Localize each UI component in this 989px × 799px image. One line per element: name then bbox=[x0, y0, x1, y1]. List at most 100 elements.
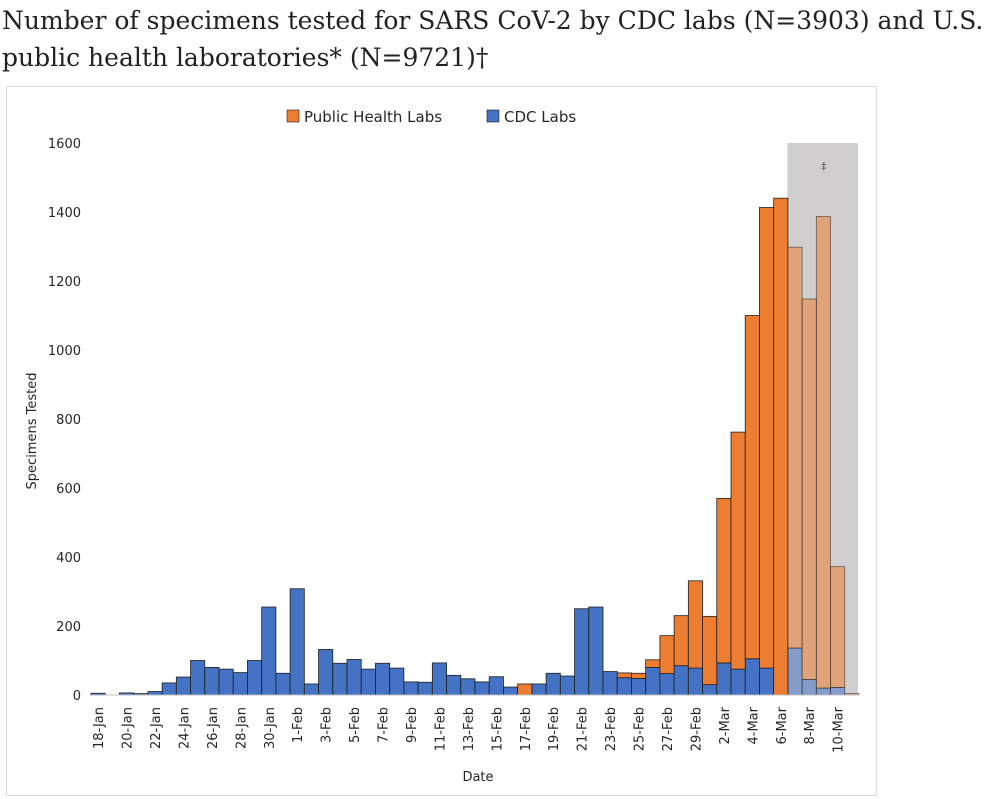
x-tick-label: 23-Feb bbox=[604, 707, 619, 751]
bar bbox=[744, 658, 760, 696]
bar bbox=[687, 667, 703, 696]
bar bbox=[247, 660, 263, 696]
bar bbox=[574, 608, 590, 696]
x-tick-label: 8-Mar bbox=[803, 706, 818, 744]
bar bbox=[303, 683, 319, 696]
bar bbox=[389, 667, 405, 696]
x-tick-label: 9-Feb bbox=[405, 707, 420, 743]
bar bbox=[815, 687, 831, 696]
x-tick-label: 13-Feb bbox=[462, 707, 477, 751]
y-tick-label: 1000 bbox=[48, 344, 81, 359]
bar bbox=[730, 431, 746, 670]
y-tick-label: 800 bbox=[56, 413, 81, 428]
y-tick-label: 200 bbox=[56, 620, 81, 635]
bar bbox=[204, 667, 220, 696]
bar bbox=[659, 673, 675, 696]
bar bbox=[161, 682, 177, 696]
x-tick-label: 6-Mar bbox=[775, 706, 790, 744]
bar bbox=[460, 678, 476, 696]
x-tick-label: 30-Jan bbox=[263, 707, 278, 749]
y-tick-label: 1400 bbox=[48, 206, 81, 221]
x-tick-label: 28-Jan bbox=[234, 707, 249, 749]
legend: Public Health Labs CDC Labs bbox=[286, 108, 576, 126]
x-tick-label: 7-Feb bbox=[377, 707, 392, 743]
bar bbox=[659, 635, 675, 675]
bar bbox=[403, 681, 419, 696]
x-axis-title: Date bbox=[462, 770, 493, 785]
bar bbox=[474, 681, 490, 696]
bar bbox=[702, 684, 718, 696]
bar bbox=[531, 683, 547, 696]
x-tick-label: 18-Jan bbox=[92, 707, 107, 749]
bar bbox=[602, 671, 618, 696]
x-tick-label: 15-Feb bbox=[490, 707, 505, 751]
bar bbox=[375, 662, 391, 696]
bar bbox=[517, 683, 533, 696]
bar bbox=[730, 668, 746, 696]
x-tick-label: 4-Mar bbox=[746, 706, 761, 744]
chart-title: Number of specimens tested for SARS CoV-… bbox=[2, 6, 984, 72]
bar bbox=[787, 647, 803, 696]
bar bbox=[716, 662, 732, 696]
shaded-region-label: ‡ bbox=[821, 160, 827, 173]
bar bbox=[801, 298, 817, 680]
bar bbox=[261, 606, 277, 696]
bar bbox=[318, 649, 334, 696]
bar bbox=[175, 676, 191, 696]
bar bbox=[503, 686, 519, 696]
x-tick-label: 17-Feb bbox=[519, 707, 534, 751]
x-tick-label: 22-Jan bbox=[149, 707, 164, 749]
y-tick-label: 1600 bbox=[48, 137, 81, 152]
legend-swatch bbox=[486, 109, 500, 123]
bar bbox=[759, 207, 775, 669]
bar bbox=[218, 668, 234, 696]
bar bbox=[830, 566, 846, 688]
bar bbox=[190, 660, 206, 696]
x-tick-label: 27-Feb bbox=[661, 707, 676, 751]
bar bbox=[673, 665, 689, 696]
x-tick-label: 10-Mar bbox=[832, 706, 847, 752]
bar bbox=[616, 672, 632, 679]
bar bbox=[673, 615, 689, 667]
bars-layer bbox=[90, 197, 860, 696]
x-tick-label: 1-Feb bbox=[291, 707, 306, 743]
bar bbox=[702, 615, 718, 686]
bar bbox=[346, 659, 362, 696]
bar bbox=[488, 676, 504, 696]
x-tick-label: 29-Feb bbox=[689, 707, 704, 751]
bar bbox=[787, 246, 803, 649]
y-tick-label: 1200 bbox=[48, 275, 81, 290]
legend-swatch bbox=[286, 109, 300, 123]
bar bbox=[687, 580, 703, 669]
x-tick-label: 20-Jan bbox=[121, 707, 136, 749]
bar bbox=[417, 681, 433, 696]
x-tick-label: 19-Feb bbox=[547, 707, 562, 751]
bar bbox=[360, 668, 376, 696]
series-public-health-labs bbox=[517, 197, 860, 696]
x-tick-label: 25-Feb bbox=[633, 707, 648, 751]
bar bbox=[716, 497, 732, 664]
legend-label: CDC Labs bbox=[504, 108, 576, 126]
axes-layer: 0 200 400 600 800 1000 1200 1400 1600 18-Jan 20-Ja… bbox=[25, 137, 859, 785]
bar bbox=[759, 667, 775, 696]
bar bbox=[446, 674, 462, 696]
bar bbox=[801, 679, 817, 696]
bar bbox=[645, 659, 661, 668]
bar bbox=[147, 691, 163, 696]
bar bbox=[815, 216, 831, 689]
bar bbox=[773, 197, 789, 696]
legend-label: Public Health Labs bbox=[304, 108, 442, 126]
bar bbox=[830, 687, 846, 696]
x-tick-label: 3-Feb bbox=[320, 707, 335, 743]
bar bbox=[289, 588, 305, 696]
x-tick-label: 11-Feb bbox=[433, 707, 448, 751]
bar bbox=[631, 672, 647, 679]
x-tick-label: 2-Mar bbox=[718, 706, 733, 744]
bar bbox=[744, 315, 760, 660]
bar bbox=[616, 677, 632, 696]
bar bbox=[645, 667, 661, 696]
x-tick-label: 26-Jan bbox=[206, 707, 221, 749]
y-tick-label: 400 bbox=[56, 551, 81, 566]
bar bbox=[545, 672, 561, 696]
bar bbox=[332, 662, 348, 696]
